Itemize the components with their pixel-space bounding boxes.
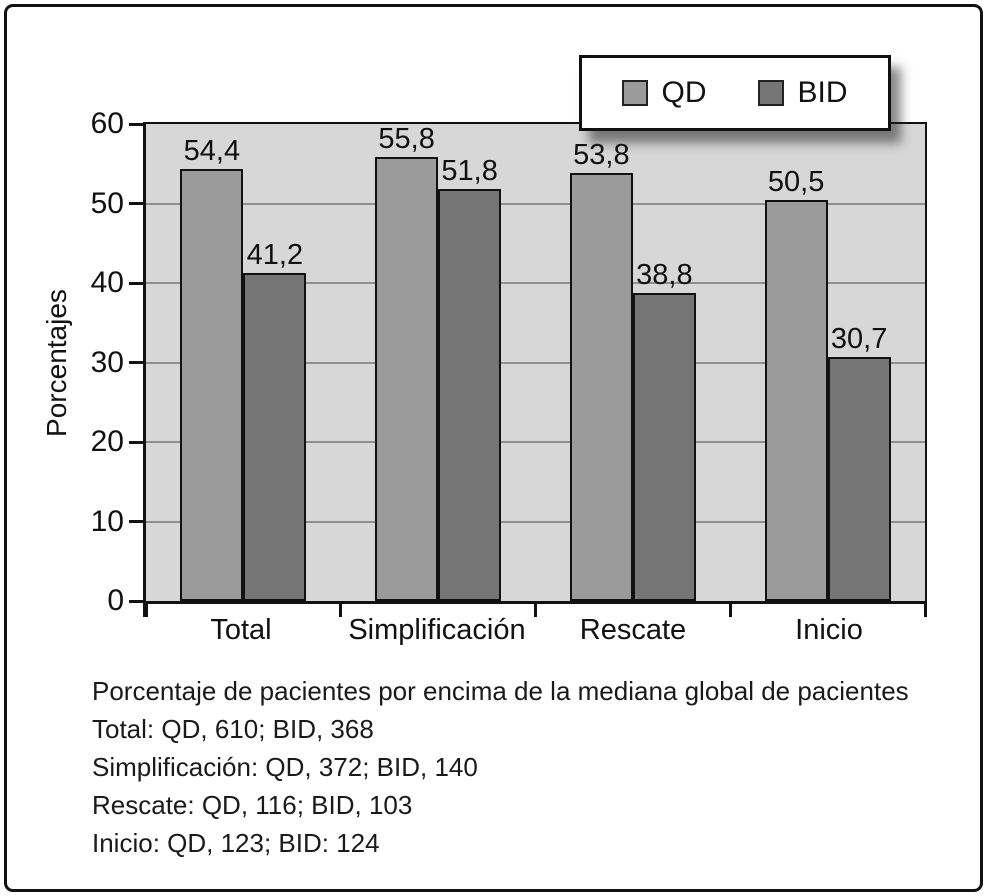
qd-bar [375,157,439,601]
qd-bar [180,168,244,601]
y-tick-mark [129,440,143,444]
bar-value-label: 41,2 [246,239,304,272]
y-tick-mark [129,520,143,524]
bar-cell: 50,5 [764,124,828,601]
y-tick-mark [129,281,143,285]
y-tick-mark [129,361,143,364]
y-tick-label: 40 [90,266,124,300]
bar-cell: 30,7 [827,124,891,601]
y-tick-label: 50 [90,186,124,220]
bar-cell: 51,8 [438,124,502,601]
bar-group: 55,8 51,8 [341,124,536,601]
qd-bar [764,199,828,601]
x-category-label: Simplificación [348,614,526,646]
legend-swatch [758,80,785,106]
bid-bar [632,292,696,601]
bar-cell: 38,8 [632,124,696,601]
legend-item: BID [758,76,848,110]
bar-value-label: 50,5 [767,165,825,198]
legend-label: QD [661,76,707,109]
bar-value-label: 55,8 [378,123,435,156]
bar-cell: 41,2 [243,124,307,601]
bar-group: 50,5 30,7 [730,124,925,601]
legend-item: QD [622,76,706,110]
bid-bar [243,273,307,601]
gridline [146,282,925,285]
x-tick-mark [534,604,537,617]
plot-area: 54,4 41,2 55,8 51,8 53,8 38,8 50,5 30,7 0 10 20 30… [91,108,927,617]
x-tick-mark [339,604,343,617]
x-tick-mark [923,604,927,617]
bar-value-label: 38,8 [636,258,693,291]
bar-group: 53,8 38,8 [536,124,731,601]
bar-value-label: 54,4 [183,134,241,167]
bar-cell: 54,4 [180,124,244,601]
x-tick-mark [728,604,732,617]
x-tick-mark [144,604,148,617]
bid-bar [438,189,502,601]
gridline [146,520,925,523]
bar-value-label: 51,8 [441,155,498,188]
gridline [146,441,925,444]
caption-line: Total: QD, 610; BID, 368 [92,714,374,744]
caption-line: Inicio: QD, 123; BID: 124 [92,828,380,858]
y-tick-label: 0 [107,584,124,617]
caption: Porcentaje de pacientes por encima de la… [92,672,909,862]
gridline [146,361,925,364]
caption-line: Simplificación: QD, 372; BID, 140 [92,752,478,782]
legend-label: BID [797,76,848,109]
y-tick-label: 30 [90,345,124,379]
y-tick-label: 20 [90,425,124,459]
bar-value-label: 30,7 [830,322,888,355]
bar-value-label: 53,8 [573,139,630,172]
bar-groups: 54,4 41,2 55,8 51,8 53,8 38,8 50,5 30,7 [146,124,925,601]
y-tick-label: 10 [90,504,124,538]
bar-cell: 53,8 [569,124,633,601]
x-category-label: Total [210,614,272,646]
gridline [146,202,925,205]
bid-bar [827,356,891,601]
x-category-label: Rescate [579,614,687,646]
x-category-label: Inicio [795,614,863,646]
qd-bar [569,173,633,601]
legend-swatch [622,80,649,106]
y-tick-mark [129,599,143,603]
y-tick-label: 60 [90,107,124,140]
legend: QD BID [579,55,891,131]
y-tick-mark [129,122,143,126]
caption-title: Porcentaje de pacientes por encima de la… [92,676,909,706]
y-tick-mark [129,202,143,205]
bar-cell: 55,8 [375,123,439,601]
caption-line: Rescate: QD, 116; BID, 103 [92,790,413,820]
bar-group: 54,4 41,2 [146,124,341,601]
x-axis-labels: Total Simplificación Rescate Inicio [143,614,927,647]
